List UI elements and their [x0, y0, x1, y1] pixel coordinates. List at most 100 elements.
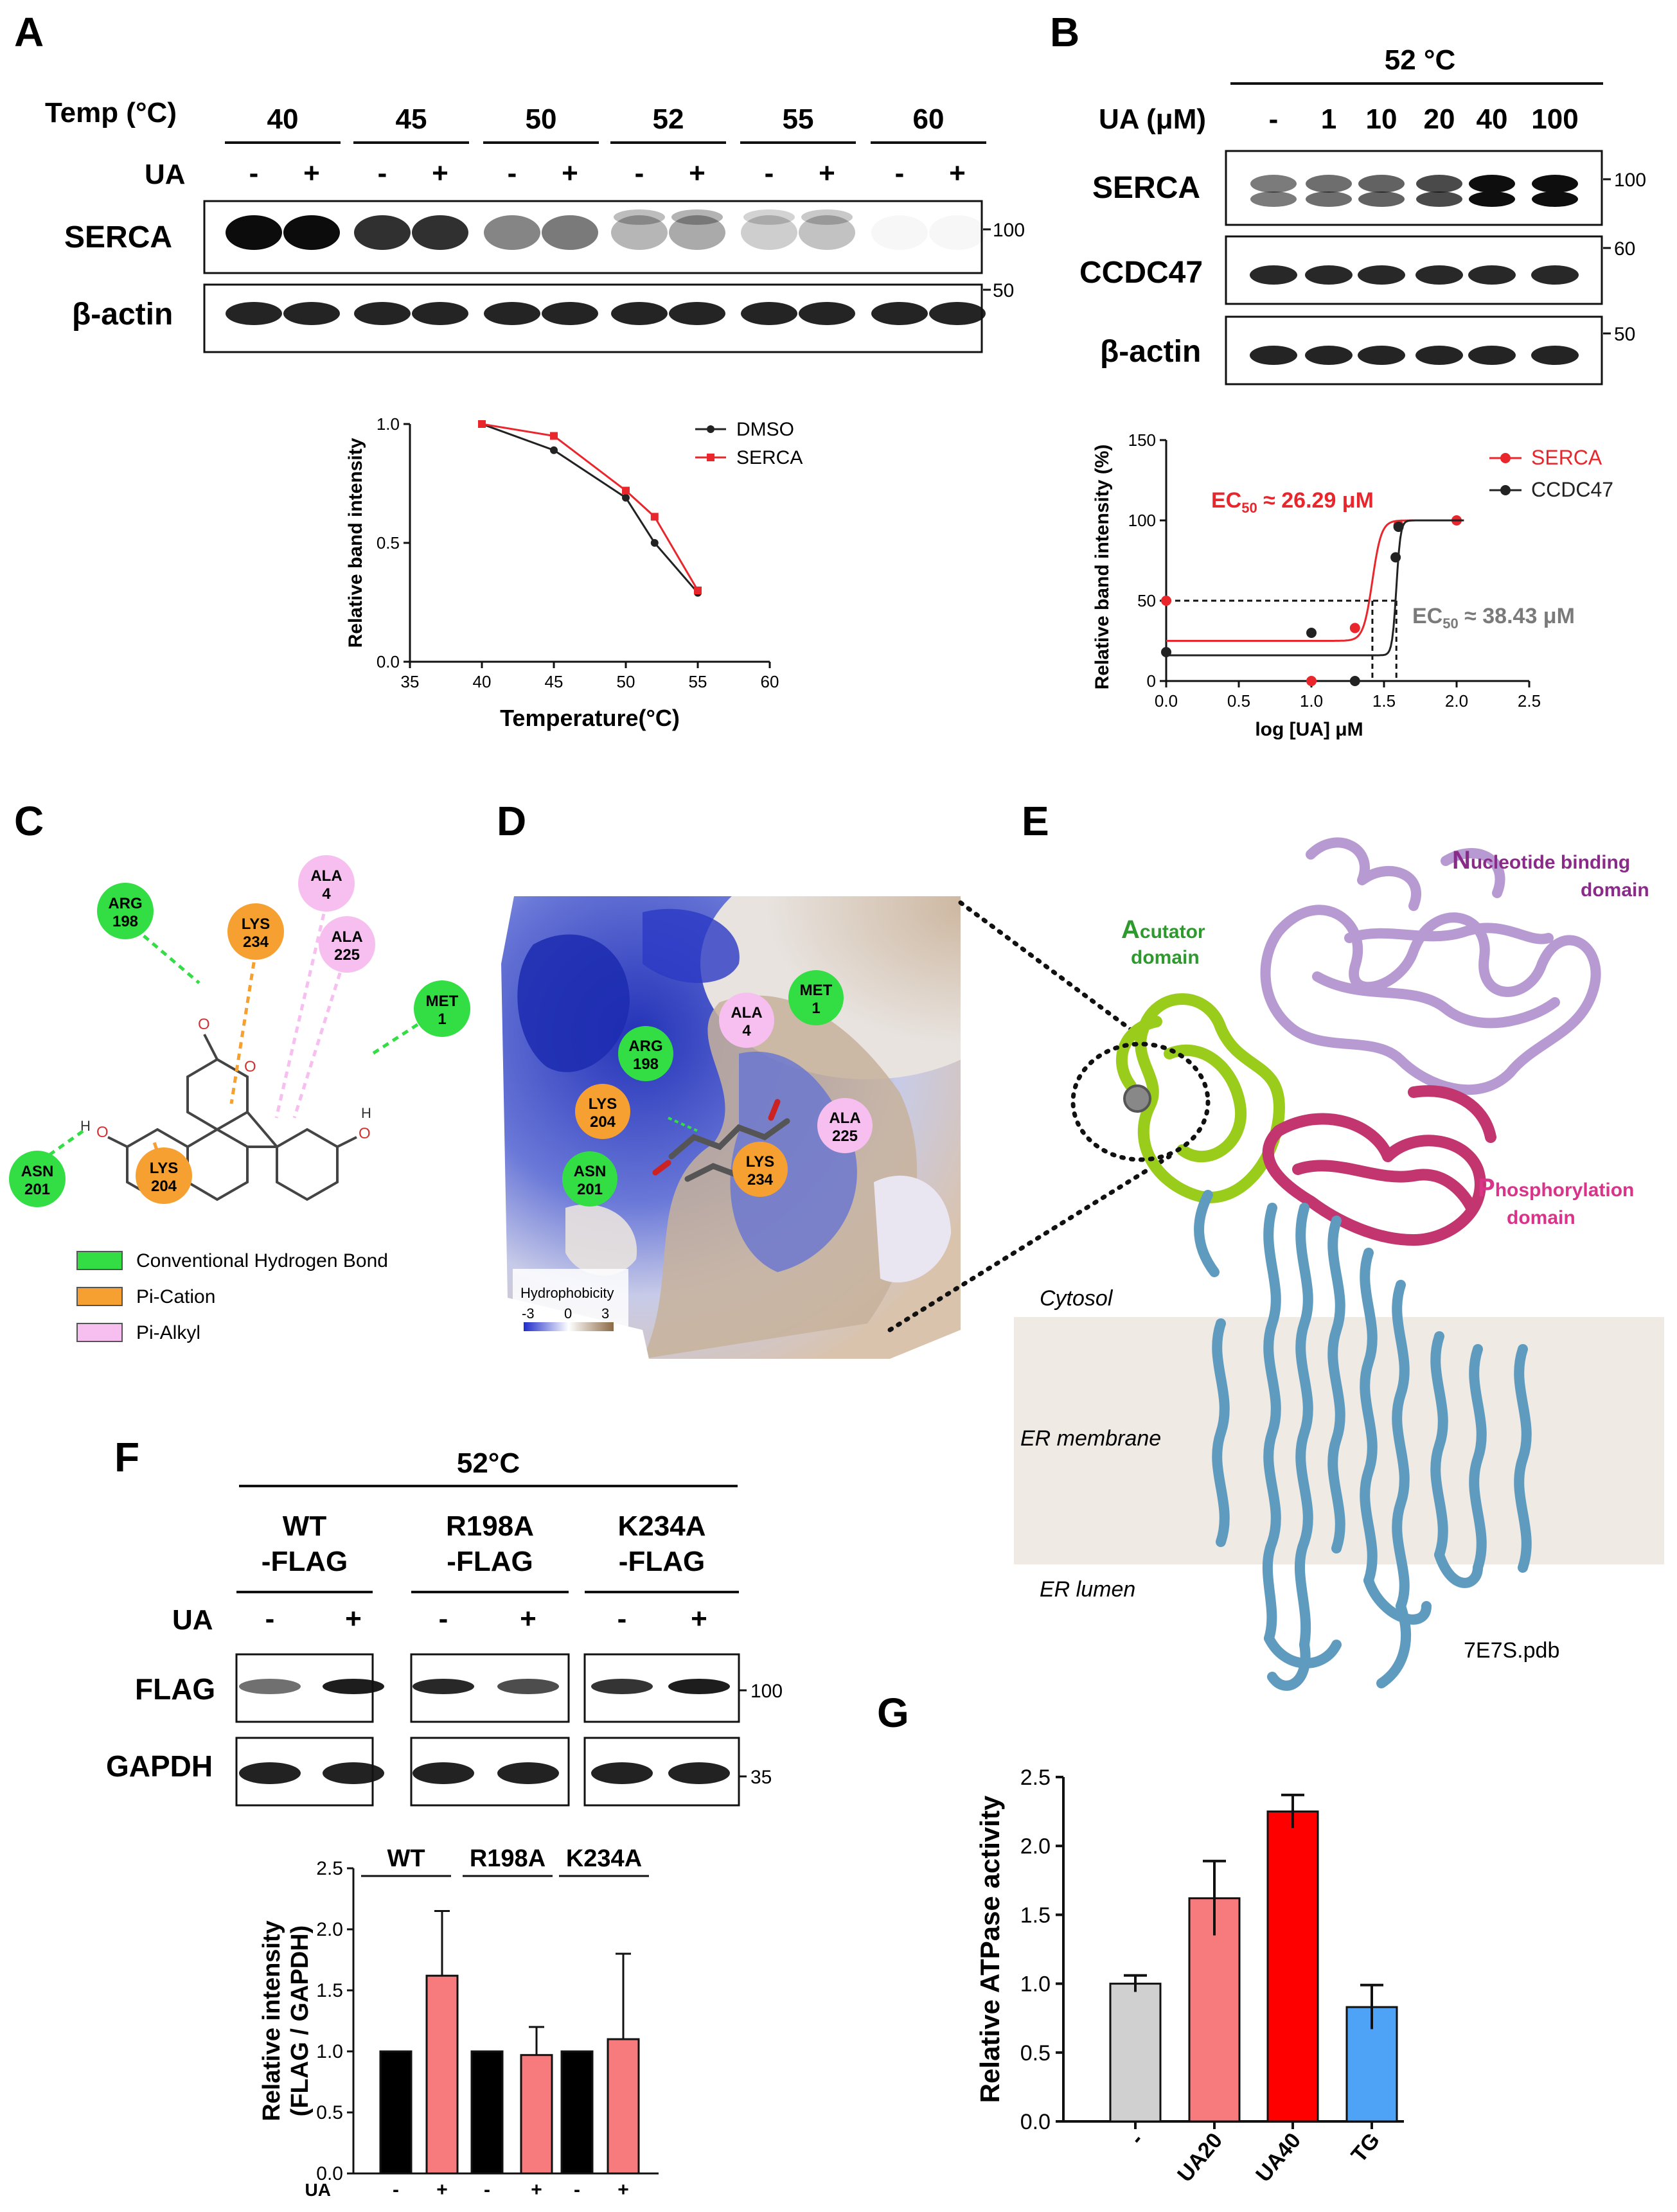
actin-band — [1415, 346, 1463, 365]
data-point — [1349, 623, 1360, 633]
dose-label: 100 — [1531, 103, 1578, 135]
bar — [520, 2054, 553, 2175]
y-tick-label: 1.0 — [1020, 1972, 1051, 1997]
residue-node — [719, 993, 774, 1048]
serca-band-upper — [1358, 175, 1405, 193]
thermal-shift-line-chart: 0.0 0.5 1.0 35 40 45 50 55 60 Temperature(°C) Rela… — [345, 414, 803, 731]
residue-node — [9, 1151, 66, 1207]
serca-band — [226, 215, 282, 250]
x-category-sign: - — [574, 2179, 580, 2200]
actin-band — [1250, 346, 1297, 365]
y-tick-label: 0.0 — [316, 2163, 343, 2184]
treatment-sign: - — [378, 157, 387, 189]
x-tick-label: - — [1125, 2128, 1148, 2150]
y-tick-label: 0.5 — [377, 533, 400, 553]
residue-number: 4 — [322, 885, 331, 903]
legend-label: DMSO — [736, 419, 794, 440]
panel-label-d: D — [497, 798, 526, 844]
actin-band — [799, 302, 855, 325]
treatment-sign: + — [432, 157, 448, 189]
er-membrane-label: ER membrane — [1020, 1426, 1161, 1451]
temperature-label: 40 — [267, 103, 299, 135]
actin-band — [484, 302, 540, 325]
legend-label: CCDC47 — [1531, 478, 1613, 501]
bar — [1345, 2006, 1398, 2123]
y-tick-label: 2.5 — [316, 1858, 343, 1879]
residue-name: ALA — [310, 867, 342, 885]
dose-label: 10 — [1366, 103, 1398, 135]
residue-node — [618, 1026, 673, 1081]
y-axis-title: Relative band intensity (%) — [1092, 445, 1113, 690]
actuator-domain-label-line2: domain — [1131, 947, 1200, 968]
er-lumen-label: ER lumen — [1040, 1577, 1135, 1602]
actin-band — [669, 302, 725, 325]
scale-tick-max: 3 — [601, 1305, 609, 1322]
blot-row-label-actin: β-actin — [1100, 335, 1201, 369]
mw-marker-100: 100 — [993, 220, 1025, 241]
residue-name: LYS — [746, 1153, 774, 1171]
series-line — [481, 423, 699, 594]
blot-row-label-ccdc47: CCDC47 — [1079, 256, 1203, 290]
x-tick-label: TG — [1347, 2128, 1385, 2168]
x-tick-label: 35 — [401, 672, 420, 691]
temp-axis-label: Temp (°C) — [45, 97, 177, 128]
phosphorylation-domain-label-line2: domain — [1507, 1207, 1575, 1228]
ua-row-label: UA — [172, 1604, 213, 1636]
residue-number: 234 — [747, 1171, 774, 1189]
hydrophobicity-scale: Hydrophobicity -3 0 3 — [513, 1269, 628, 1340]
gapdh-band — [323, 1762, 384, 1784]
data-point — [1306, 628, 1317, 638]
serca-band — [354, 215, 411, 250]
x-axis-title: log [UA] μM — [1255, 719, 1363, 740]
protein-ribbon-nucleotide-domain — [1260, 837, 1601, 1095]
actin-band — [929, 302, 986, 325]
panel-a: A Temp (°C) 40 45 50 52 55 60 UA - + - + - + - + - + - +… — [14, 9, 1025, 731]
residue-node — [227, 903, 284, 960]
x-tick-label: 0.5 — [1227, 691, 1250, 711]
legend-label: Pi-Cation — [136, 1286, 215, 1307]
residue-number: 201 — [24, 1181, 50, 1198]
panel-label-f: F — [114, 1434, 139, 1480]
residue-number: 204 — [590, 1113, 616, 1131]
x-category-sign: + — [617, 2179, 629, 2200]
gapdh-band — [497, 1762, 559, 1784]
actin-band — [871, 302, 928, 325]
serca-band-lower — [1358, 191, 1405, 207]
temperature-label: 60 — [913, 103, 945, 135]
blot-bands — [226, 209, 986, 325]
serca-band-lower — [1306, 191, 1352, 207]
serca-band-upper — [801, 209, 853, 225]
panel-c: C O O O O H H — [9, 798, 470, 1343]
dose-label: 20 — [1424, 103, 1455, 135]
legend-label: Conventional Hydrogen Bond — [136, 1250, 388, 1271]
data-point — [1306, 676, 1317, 686]
residue-number: 225 — [832, 1128, 858, 1145]
panel-label-e: E — [1022, 798, 1049, 844]
gapdh-band — [413, 1762, 474, 1784]
x-tick-label: UA40 — [1251, 2128, 1306, 2187]
ccdc47-band — [1358, 265, 1405, 285]
data-point — [550, 446, 558, 454]
dose-response-chart: 0 50 100 150 0.0 0.5 1.0 1.5 2.0 2.5 log [UA] μM Re… — [1092, 430, 1613, 740]
serca-band-upper — [671, 209, 723, 225]
treatment-sign: + — [520, 1603, 537, 1634]
actin-band — [1468, 346, 1516, 365]
phosphorylation-domain-label: Phosphorylation — [1478, 1174, 1634, 1202]
treatment-sign: - — [249, 157, 259, 189]
flag-band — [668, 1679, 730, 1694]
temperature-label: 50 — [526, 103, 557, 135]
legend-swatch — [76, 1251, 123, 1270]
x-tick-label: 1.5 — [1372, 691, 1396, 711]
actin-band — [1305, 346, 1353, 365]
treatment-sign: + — [562, 157, 578, 189]
actin-band — [412, 302, 468, 325]
serca-band — [799, 215, 855, 250]
atom-o: O — [198, 1016, 210, 1033]
x-tick-label: 1.0 — [1300, 691, 1323, 711]
y-tick-label: 0 — [1147, 671, 1156, 691]
y-tick-label: 0.0 — [1020, 2110, 1051, 2134]
data-point — [1161, 647, 1171, 657]
y-axis-title: Relative band intensity — [345, 438, 366, 648]
data-point — [1349, 676, 1360, 686]
